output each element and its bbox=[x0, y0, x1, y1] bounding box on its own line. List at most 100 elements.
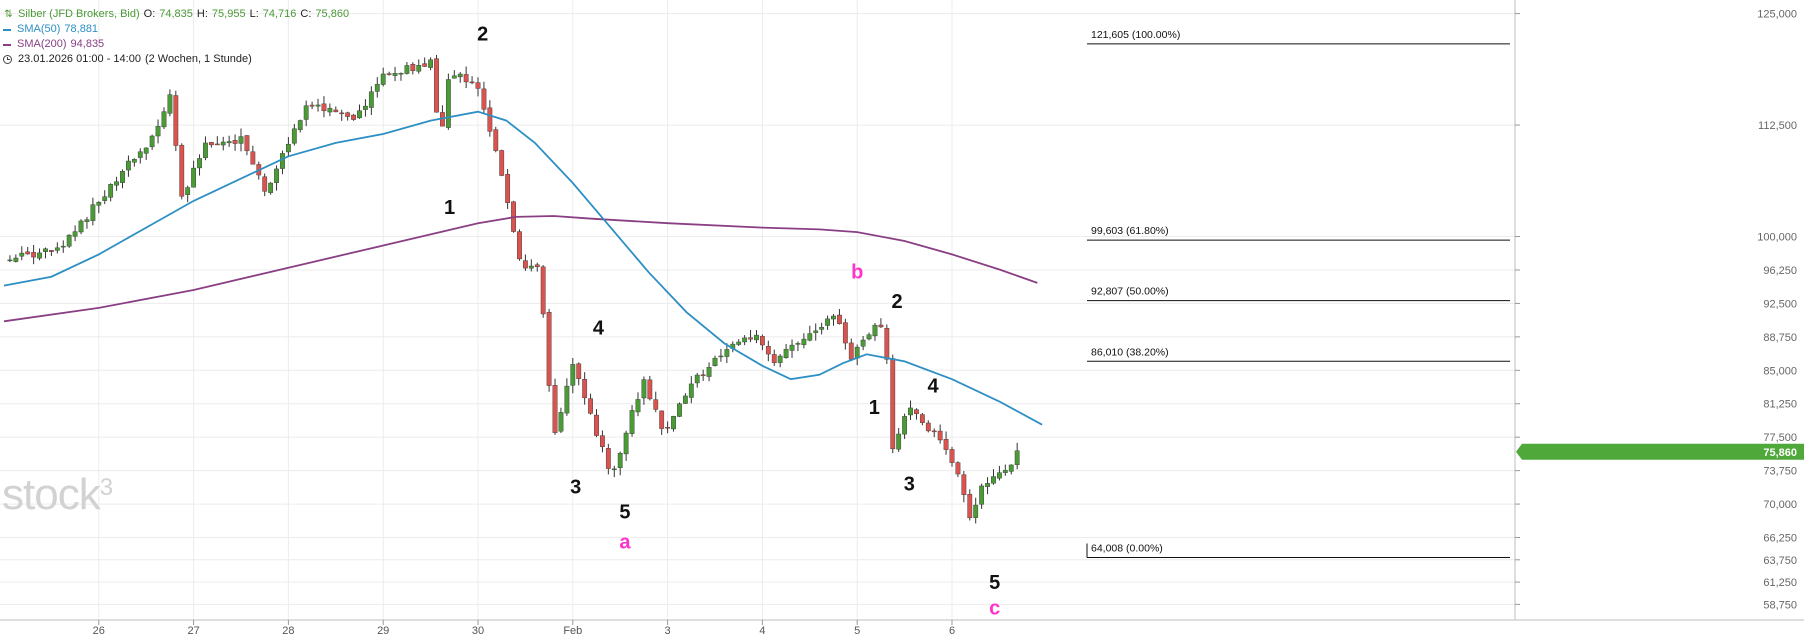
candle-up bbox=[327, 107, 333, 113]
candle-up bbox=[724, 349, 730, 357]
sma200-value: 94,835 bbox=[70, 38, 105, 50]
low-label: L: bbox=[249, 8, 259, 20]
candle-up bbox=[226, 141, 232, 144]
x-tick-label: 27 bbox=[187, 625, 199, 637]
candle-down bbox=[250, 151, 256, 165]
candle-up bbox=[694, 374, 700, 384]
candle-up bbox=[363, 105, 368, 110]
candle-up bbox=[220, 141, 226, 146]
candle-down bbox=[208, 142, 214, 146]
candle-up bbox=[688, 383, 694, 398]
x-tick-label: 28 bbox=[282, 625, 294, 637]
candle-up bbox=[126, 160, 131, 171]
candlestick-icon: ⇅ bbox=[4, 9, 13, 20]
candle-down bbox=[31, 252, 37, 258]
candle-down bbox=[517, 231, 522, 260]
candle-down bbox=[961, 474, 967, 495]
candle-up bbox=[991, 476, 996, 484]
y-tick-label: 63,750 bbox=[1763, 555, 1797, 567]
candle-down bbox=[339, 112, 345, 115]
candle-up bbox=[96, 201, 102, 206]
candle-up bbox=[72, 231, 78, 237]
logo-sup: 3 bbox=[99, 474, 113, 501]
y-tick-label: 73,750 bbox=[1763, 466, 1797, 478]
last-price-marker bbox=[1516, 443, 1804, 460]
candle-up bbox=[902, 416, 908, 435]
legend-period-row: 23.01.2026 01:00 - 14:00 (2 Wochen, 1 St… bbox=[3, 52, 349, 67]
candle-down bbox=[49, 250, 54, 252]
x-tick-label: 29 bbox=[377, 625, 389, 637]
candle-up bbox=[682, 395, 688, 404]
candle-down bbox=[179, 144, 185, 197]
candle-down bbox=[321, 103, 327, 112]
candle-up bbox=[783, 348, 789, 358]
legend-sma200-row[interactable]: SMA(200) 94,835 bbox=[3, 37, 349, 52]
candle-up bbox=[398, 72, 404, 75]
fib-level-label: 86,010 (38.20%) bbox=[1091, 346, 1169, 358]
candle-up bbox=[303, 105, 309, 120]
candle-up bbox=[357, 110, 362, 119]
candle-up bbox=[90, 204, 96, 221]
candle-up bbox=[149, 135, 155, 148]
high-value: 75,955 bbox=[211, 8, 246, 20]
period-range: 23.01.2026 01:00 - 14:00 bbox=[18, 53, 141, 65]
candle-up bbox=[428, 59, 433, 68]
y-tick-label: 125,000 bbox=[1757, 9, 1797, 21]
candle-up bbox=[291, 128, 297, 144]
wave-label: 3 bbox=[570, 476, 581, 498]
fib-level-label: 121,605 (100.00%) bbox=[1091, 29, 1180, 41]
candle-down bbox=[410, 64, 416, 72]
y-tick-label: 88,750 bbox=[1763, 332, 1797, 344]
x-tick-label: 26 bbox=[93, 625, 105, 637]
wave-label: 1 bbox=[444, 197, 455, 219]
clock-icon bbox=[3, 55, 12, 64]
sma50-value: 78,881 bbox=[64, 23, 99, 35]
wave-label: 2 bbox=[477, 23, 488, 45]
candle-down bbox=[967, 494, 973, 519]
candle-up bbox=[819, 326, 825, 330]
candle-down bbox=[760, 336, 765, 346]
candle-down bbox=[919, 414, 925, 423]
candle-down bbox=[309, 104, 315, 107]
candle-down bbox=[914, 409, 919, 414]
candle-down bbox=[837, 314, 842, 324]
candle-down bbox=[665, 427, 671, 429]
candle-down bbox=[523, 260, 528, 269]
candle-up bbox=[268, 182, 274, 193]
wave-label: b bbox=[851, 261, 863, 283]
candle-up bbox=[789, 344, 795, 351]
logo-text: stock bbox=[2, 470, 101, 519]
candle-down bbox=[605, 448, 611, 469]
candle-down bbox=[214, 143, 220, 146]
high-label: H: bbox=[196, 8, 208, 20]
candle-up bbox=[1008, 464, 1014, 472]
legend-sma50-row[interactable]: SMA(50) 78,881 bbox=[3, 22, 349, 37]
candle-down bbox=[925, 422, 931, 432]
candle-up bbox=[908, 407, 913, 416]
candle-down bbox=[842, 322, 848, 344]
candle-down bbox=[955, 462, 961, 475]
candle-up bbox=[718, 355, 724, 358]
fib-level-label: 99,603 (61.80%) bbox=[1091, 225, 1169, 237]
x-tick-label: 30 bbox=[472, 625, 484, 637]
candle-up bbox=[13, 257, 19, 262]
x-tick-label: 5 bbox=[854, 625, 860, 637]
candle-up bbox=[238, 136, 244, 144]
candle-up bbox=[813, 330, 819, 333]
candle-up bbox=[973, 504, 979, 518]
candle-up bbox=[712, 357, 718, 366]
y-tick-label: 92,500 bbox=[1763, 298, 1797, 310]
sma200-swatch bbox=[3, 43, 11, 46]
y-tick-label: 77,500 bbox=[1763, 432, 1797, 444]
candle-down bbox=[700, 374, 706, 377]
x-tick-label: 4 bbox=[759, 625, 765, 637]
candle-up bbox=[831, 315, 836, 320]
candle-up bbox=[997, 472, 1002, 479]
candle-up bbox=[671, 416, 676, 430]
candle-down bbox=[475, 82, 481, 89]
candle-up bbox=[742, 337, 748, 343]
candle-up bbox=[392, 73, 398, 76]
